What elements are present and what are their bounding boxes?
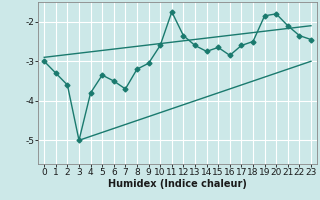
X-axis label: Humidex (Indice chaleur): Humidex (Indice chaleur): [108, 179, 247, 189]
